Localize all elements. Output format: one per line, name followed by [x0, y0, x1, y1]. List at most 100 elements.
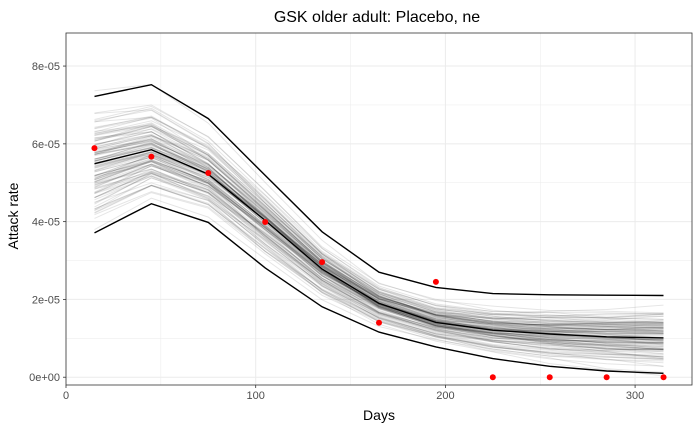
sample-line: [94, 138, 664, 332]
x-tick-label: 300: [626, 390, 644, 402]
summary-line-3: [94, 202, 664, 374]
sample-line: [94, 153, 664, 331]
sample-line: [94, 156, 664, 358]
y-axis-title: Attack rate: [5, 182, 21, 249]
sample-line: [94, 172, 664, 343]
sample-line: [94, 170, 664, 341]
sample-line: [94, 146, 664, 325]
sample-line: [94, 138, 664, 328]
sample-line: [94, 163, 664, 340]
sample-line: [94, 125, 664, 325]
x-tick-label: 200: [436, 390, 454, 402]
sample-line: [94, 160, 664, 367]
sample-line: [94, 171, 664, 331]
sample-line: [94, 161, 664, 334]
sample-line: [94, 168, 664, 351]
sample-line: [94, 142, 664, 331]
sample-line: [94, 177, 664, 328]
observed-points: [91, 145, 667, 381]
sample-line: [94, 153, 664, 355]
observed-point: [205, 170, 212, 177]
sample-line: [94, 153, 664, 323]
sample-line: [94, 140, 664, 345]
sample-line: [94, 175, 664, 360]
sample-line: [94, 175, 664, 345]
axes: 0 100 200 300 0e+00 2e-05 4e-05 6e-05 8e-05: [29, 61, 644, 402]
sample-line: [94, 164, 664, 350]
sample-line: [94, 83, 664, 324]
y-tick-label: 0e+00: [29, 372, 60, 384]
sample-line: [94, 126, 664, 332]
sample-line: [94, 170, 664, 343]
sample-line: [94, 143, 664, 347]
sample-line: [94, 153, 664, 344]
observed-point: [376, 319, 382, 326]
sample-line: [94, 147, 664, 333]
sample-line: [94, 122, 664, 326]
sample-line: [94, 154, 664, 326]
observed-point: [489, 374, 496, 381]
sample-line: [94, 116, 664, 327]
sample-line: [94, 105, 664, 314]
sample-line: [94, 173, 664, 332]
summary-line-2: [94, 148, 664, 339]
sample-line: [94, 161, 664, 348]
sample-line: [94, 158, 664, 344]
sample-line: [94, 134, 664, 332]
sample-line: [94, 140, 664, 353]
sample-line: [94, 185, 664, 351]
sample-line: [94, 168, 664, 351]
sample-line: [94, 139, 664, 348]
observed-point: [432, 278, 439, 285]
sample-line: [94, 134, 664, 325]
sample-line: [94, 156, 664, 319]
sample-line: [94, 145, 664, 336]
sample-line: [94, 168, 664, 361]
sample-line: [94, 154, 664, 344]
sample-line: [94, 144, 664, 338]
sample-line: [94, 147, 664, 349]
sample-line: [94, 131, 664, 358]
sample-line: [94, 141, 664, 317]
sample-line: [94, 107, 664, 318]
y-tick-label: 8e-05: [32, 61, 60, 73]
sample-line: [94, 124, 664, 335]
sample-line: [94, 109, 664, 346]
sample-line: [94, 184, 664, 342]
sample-line: [94, 123, 664, 338]
sample-line: [94, 135, 664, 333]
sample-line: [94, 144, 664, 351]
sample-line: [94, 142, 664, 350]
sample-line: [94, 143, 664, 351]
sample-line: [94, 109, 664, 335]
sample-line: [94, 104, 664, 324]
x-tick-label: 100: [247, 390, 265, 402]
sample-line: [94, 164, 664, 358]
grid-lines: [65, 33, 692, 385]
observed-point: [148, 153, 155, 160]
sample-line: [94, 115, 664, 327]
sample-line: [94, 159, 664, 330]
sample-trajectories: [94, 83, 664, 377]
sample-line: [94, 184, 664, 352]
y-tick-label: 4e-05: [32, 217, 60, 229]
sample-line: [94, 120, 664, 320]
sample-line: [94, 197, 664, 360]
sample-line: [94, 136, 664, 329]
sample-line: [94, 156, 664, 360]
sample-line: [94, 157, 664, 320]
observed-point: [91, 145, 98, 152]
sample-line: [94, 130, 664, 355]
sample-line: [94, 149, 664, 326]
sample-line: [94, 160, 664, 341]
panel-border: [65, 32, 693, 386]
sample-line: [94, 160, 664, 334]
sample-line: [94, 159, 664, 334]
observed-point: [603, 374, 610, 381]
observed-point: [319, 259, 326, 266]
sample-line: [94, 116, 664, 315]
sample-line: [94, 141, 664, 329]
sample-line: [94, 135, 664, 317]
